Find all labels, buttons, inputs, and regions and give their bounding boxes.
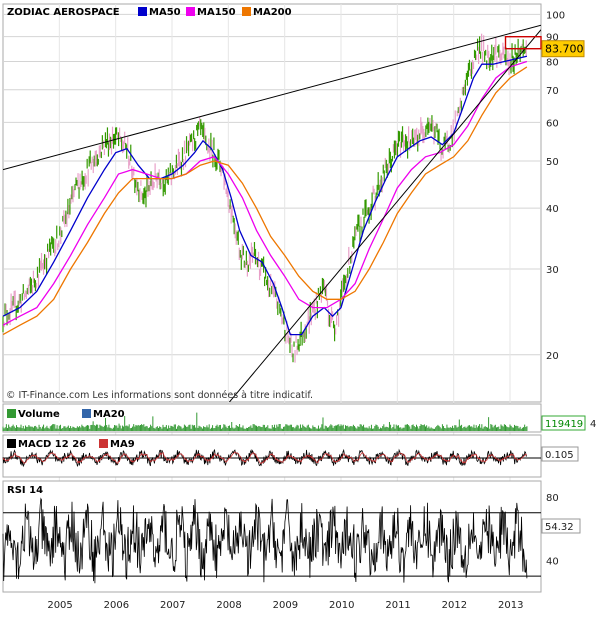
series-ma200-line <box>2 66 528 336</box>
legend-swatch <box>7 439 16 448</box>
rsi-line <box>2 497 528 584</box>
copyright-notice: © IT-Finance.com Les informations sont d… <box>6 390 313 401</box>
rsi-tick-label: 40 <box>546 556 559 567</box>
volume-overflow-label: 4 <box>590 419 596 430</box>
rsi-value-label: 54.32 <box>545 522 574 533</box>
price-tick-label: 90 <box>546 33 559 44</box>
legend-label: MACD 12 26 <box>18 439 86 450</box>
legend-label: Volume <box>18 409 60 420</box>
price-bars <box>2 33 527 363</box>
legend-swatch <box>99 439 108 448</box>
last-price-label: 83.700 <box>545 43 584 56</box>
last-price-marker <box>504 36 542 50</box>
legend-label: MA150 <box>197 7 236 18</box>
volume-value-label: 119419 <box>545 419 583 430</box>
macd-value-box <box>541 446 579 462</box>
year-tick-label: 2006 <box>104 600 129 611</box>
legend-swatch <box>186 7 195 16</box>
volume-value-box <box>541 415 586 431</box>
chart-title: ZODIAC AEROSPACE <box>7 7 120 18</box>
trendline-support <box>228 29 541 402</box>
price-tick-label: 50 <box>546 157 559 168</box>
year-tick-label: 2012 <box>442 600 467 611</box>
year-tick-label: 2010 <box>329 600 354 611</box>
price-tick-label: 80 <box>546 58 559 69</box>
legend-swatch <box>82 409 91 418</box>
rsi-value-box <box>541 518 581 534</box>
legend-swatch <box>242 7 251 16</box>
legend-swatch <box>7 409 16 418</box>
rsi-title: RSI 14 <box>7 485 43 496</box>
price-tick-label: 20 <box>546 351 559 362</box>
price-panel <box>2 3 542 403</box>
legend-label: MA50 <box>149 7 181 18</box>
series-ma150-line <box>2 60 528 326</box>
price-tick-label: 70 <box>546 86 559 97</box>
price-tick-label: 100 <box>546 10 565 21</box>
year-tick-label: 2005 <box>47 600 72 611</box>
legend-label: MA9 <box>110 439 135 450</box>
year-tick-label: 2007 <box>160 600 185 611</box>
macd-signal-line <box>2 451 528 465</box>
series-ma50-line <box>2 55 528 336</box>
legend-label: MA20 <box>93 409 125 420</box>
price-tick-label: 40 <box>546 204 559 215</box>
rsi-tick-label: 80 <box>546 493 559 504</box>
price-tick-label: 60 <box>546 118 559 129</box>
legend-label: MA200 <box>253 7 292 18</box>
price-tick-label: 30 <box>546 265 559 276</box>
last-price-box <box>541 40 585 58</box>
year-tick-label: 2011 <box>385 600 410 611</box>
trendline-resistance <box>3 24 541 171</box>
legend-swatch <box>138 7 147 16</box>
macd-value-label: 0.105 <box>545 450 574 461</box>
year-tick-label: 2008 <box>216 600 241 611</box>
year-tick-label: 2009 <box>273 600 298 611</box>
year-tick-label: 2013 <box>498 600 523 611</box>
volume-bars <box>2 412 528 431</box>
